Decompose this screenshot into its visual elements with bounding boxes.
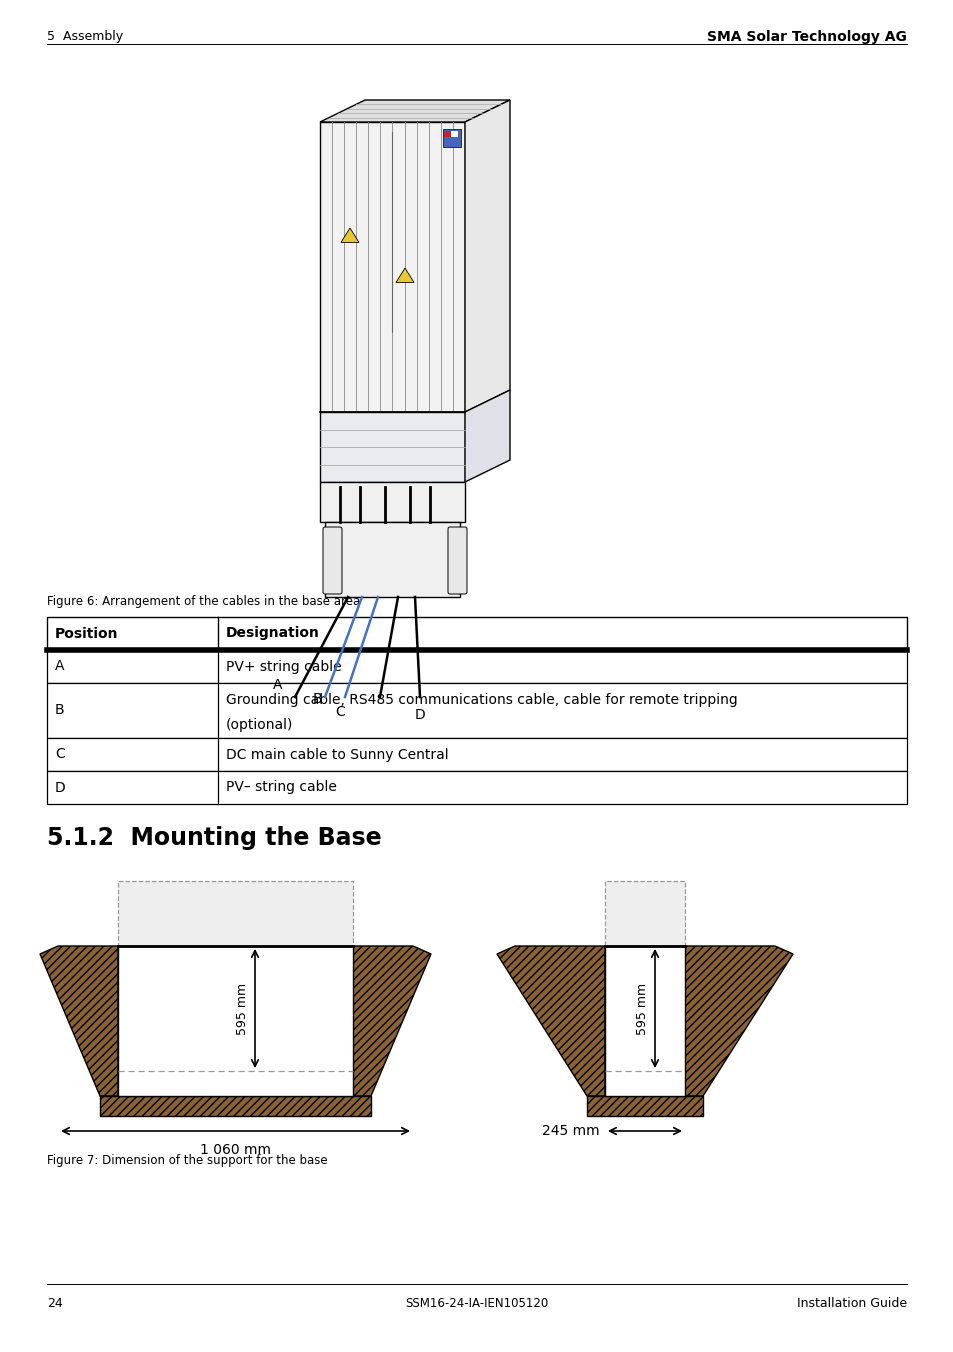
- Text: D: D: [55, 780, 66, 795]
- Bar: [47, 738, 906, 771]
- Text: PV– string cable: PV– string cable: [226, 780, 336, 795]
- Text: A: A: [273, 677, 282, 692]
- Polygon shape: [464, 389, 510, 483]
- Bar: [47, 771, 906, 804]
- Bar: [47, 650, 906, 683]
- Text: 595 mm: 595 mm: [236, 983, 250, 1034]
- Text: (optional): (optional): [226, 718, 294, 731]
- Text: SSM16-24-IA-IEN105120: SSM16-24-IA-IEN105120: [405, 1297, 548, 1310]
- Text: Designation: Designation: [226, 626, 319, 641]
- Polygon shape: [497, 946, 604, 1096]
- Bar: [325, 522, 459, 598]
- Bar: [47, 617, 906, 650]
- Text: 5.1.2  Mounting the Base: 5.1.2 Mounting the Base: [47, 826, 381, 850]
- Bar: [319, 483, 464, 522]
- FancyBboxPatch shape: [323, 527, 341, 594]
- Text: PV+ string cable: PV+ string cable: [226, 660, 341, 673]
- Text: 5  Assembly: 5 Assembly: [47, 30, 123, 43]
- Text: B: B: [312, 692, 322, 706]
- Text: Grounding cable, RS485 communications cable, cable for remote tripping: Grounding cable, RS485 communications ca…: [226, 694, 737, 707]
- Text: C: C: [55, 748, 65, 761]
- Text: Figure 7: Dimension of the support for the base: Figure 7: Dimension of the support for t…: [47, 1155, 327, 1167]
- Bar: [118, 882, 353, 946]
- Text: SMA Solar Technology AG: SMA Solar Technology AG: [706, 30, 906, 45]
- Bar: [604, 946, 684, 1096]
- Text: DC main cable to Sunny Central: DC main cable to Sunny Central: [226, 748, 448, 761]
- Text: Installation Guide: Installation Guide: [796, 1297, 906, 1310]
- FancyBboxPatch shape: [443, 131, 451, 137]
- Bar: [319, 412, 464, 483]
- Polygon shape: [340, 228, 358, 242]
- Text: D: D: [415, 708, 425, 722]
- Polygon shape: [353, 946, 431, 1096]
- FancyBboxPatch shape: [442, 128, 460, 147]
- FancyBboxPatch shape: [448, 527, 467, 594]
- Text: 245 mm: 245 mm: [542, 1124, 599, 1138]
- Text: A: A: [55, 660, 65, 673]
- Text: Figure 6: Arrangement of the cables in the base area: Figure 6: Arrangement of the cables in t…: [47, 595, 360, 608]
- Bar: [604, 882, 684, 946]
- Text: 1 060 mm: 1 060 mm: [200, 1142, 271, 1157]
- Polygon shape: [40, 946, 118, 1096]
- Polygon shape: [319, 100, 510, 122]
- Bar: [118, 946, 353, 1096]
- Text: 595 mm: 595 mm: [636, 983, 649, 1034]
- Bar: [586, 1096, 702, 1115]
- Text: 24: 24: [47, 1297, 63, 1310]
- Bar: [319, 122, 464, 412]
- Bar: [47, 683, 906, 738]
- Bar: [100, 1096, 371, 1115]
- Polygon shape: [684, 946, 792, 1096]
- Polygon shape: [464, 100, 510, 412]
- Text: C: C: [335, 704, 345, 719]
- FancyBboxPatch shape: [451, 131, 457, 137]
- Polygon shape: [395, 268, 414, 283]
- Text: Position: Position: [55, 626, 118, 641]
- Text: B: B: [55, 703, 65, 718]
